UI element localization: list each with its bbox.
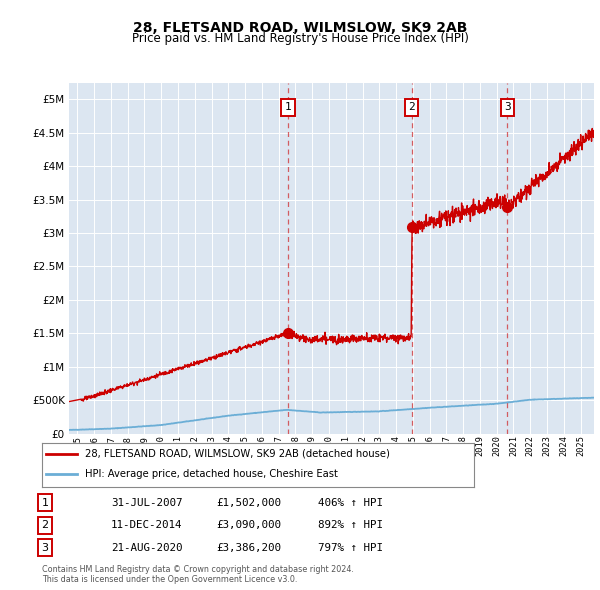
Text: 28, FLETSAND ROAD, WILMSLOW, SK9 2AB: 28, FLETSAND ROAD, WILMSLOW, SK9 2AB	[133, 21, 467, 35]
Text: 31-JUL-2007: 31-JUL-2007	[111, 498, 182, 507]
Text: £1,502,000: £1,502,000	[216, 498, 281, 507]
Text: 11-DEC-2014: 11-DEC-2014	[111, 520, 182, 530]
Text: HPI: Average price, detached house, Cheshire East: HPI: Average price, detached house, Ches…	[85, 470, 338, 479]
Text: 406% ↑ HPI: 406% ↑ HPI	[318, 498, 383, 507]
Text: 1: 1	[285, 102, 292, 112]
Text: £3,386,200: £3,386,200	[216, 543, 281, 552]
Text: 28, FLETSAND ROAD, WILMSLOW, SK9 2AB (detached house): 28, FLETSAND ROAD, WILMSLOW, SK9 2AB (de…	[85, 448, 390, 458]
Text: This data is licensed under the Open Government Licence v3.0.: This data is licensed under the Open Gov…	[42, 575, 298, 584]
Text: 3: 3	[504, 102, 511, 112]
Text: 892% ↑ HPI: 892% ↑ HPI	[318, 520, 383, 530]
Text: 2: 2	[41, 520, 49, 530]
Text: 797% ↑ HPI: 797% ↑ HPI	[318, 543, 383, 552]
Text: 3: 3	[41, 543, 49, 552]
Text: 2: 2	[408, 102, 415, 112]
Text: 21-AUG-2020: 21-AUG-2020	[111, 543, 182, 552]
Text: £3,090,000: £3,090,000	[216, 520, 281, 530]
Text: Contains HM Land Registry data © Crown copyright and database right 2024.: Contains HM Land Registry data © Crown c…	[42, 565, 354, 574]
Text: 1: 1	[41, 498, 49, 507]
Text: Price paid vs. HM Land Registry's House Price Index (HPI): Price paid vs. HM Land Registry's House …	[131, 32, 469, 45]
